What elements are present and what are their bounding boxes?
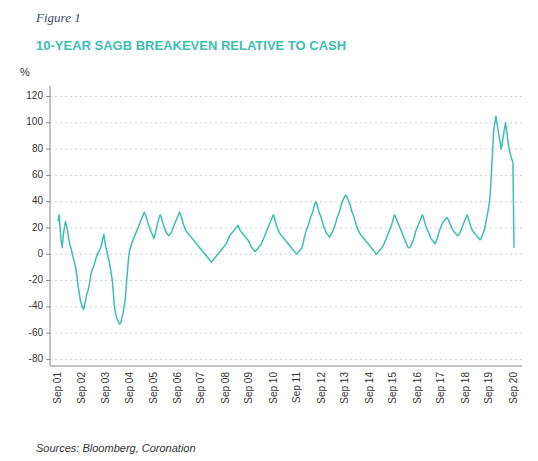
x-tick-label: Sep 03 [100,372,111,404]
x-tick-label: Sep 04 [124,372,135,404]
y-tick [46,96,50,97]
grid-line [50,201,522,202]
grid-line [50,280,522,281]
grid-line [50,333,522,334]
y-tick-label: 40 [32,195,44,206]
y-tick [46,122,50,123]
y-tick [46,201,50,202]
x-axis [50,366,522,367]
y-axis-label: % [20,66,30,78]
grid-line [50,96,522,97]
y-tick [46,359,50,360]
y-tick-label: -80 [29,353,44,364]
x-tick-label: Sep 09 [243,372,254,404]
y-tick [46,227,50,228]
x-tick-label: Sep 15 [387,372,398,404]
y-tick-label: 120 [26,90,43,101]
x-tick-label: Sep 05 [148,372,159,404]
chart: Figure 1 10-YEAR SAGB BREAKEVEN RELATIVE … [0,0,538,461]
y-tick [46,306,50,307]
x-tick-label: Sep 02 [76,372,87,404]
y-tick [46,175,50,176]
grid-line [50,359,522,360]
y-tick [46,254,50,255]
y-tick-label: -60 [29,327,44,338]
y-tick [46,149,50,150]
x-tick-label: Sep 06 [172,372,183,404]
y-tick-label: 60 [32,169,44,180]
x-tick-label: Sep 18 [460,372,471,404]
x-tick-label: Sep 11 [291,372,302,403]
y-tick [46,280,50,281]
x-tick-label: Sep 19 [483,372,494,404]
x-tick-label: Sep 10 [268,372,279,404]
x-tick-label: Sep 08 [220,372,231,404]
figure-label: Figure 1 [35,10,81,25]
x-tick-label: Sep 07 [195,372,206,404]
grid-line [50,306,522,307]
y-tick-label: -40 [29,300,44,311]
grid-line [50,122,522,123]
y-tick-label: 100 [26,116,43,127]
series [58,116,514,324]
grid-line [50,149,522,150]
grid-line [50,254,522,255]
source-note: Sources: Bloomberg, Coronation [36,442,196,454]
x-tick-label: Sep 17 [435,372,446,404]
y-tick [46,333,50,334]
y-tick-label: 80 [32,143,44,154]
line [58,116,514,324]
x-tick-label: Sep 16 [412,372,423,404]
y-tick-label: 20 [32,222,44,233]
y-tick-label: 0 [37,248,43,259]
x-tick-label: Sep 20 [508,372,519,404]
grid [50,97,522,360]
grid-line [50,175,522,176]
x-tick-label: Sep 13 [339,372,350,404]
x-tick-label: Sep 12 [316,372,327,404]
x-tick-label: Sep 01 [52,372,63,404]
x-tick-label: Sep 14 [364,372,375,404]
title: 10-YEAR SAGB BREAKEVEN RELATIVE TO CASH [36,38,346,53]
y-axis [50,86,51,366]
y-tick-label: -20 [29,274,44,285]
